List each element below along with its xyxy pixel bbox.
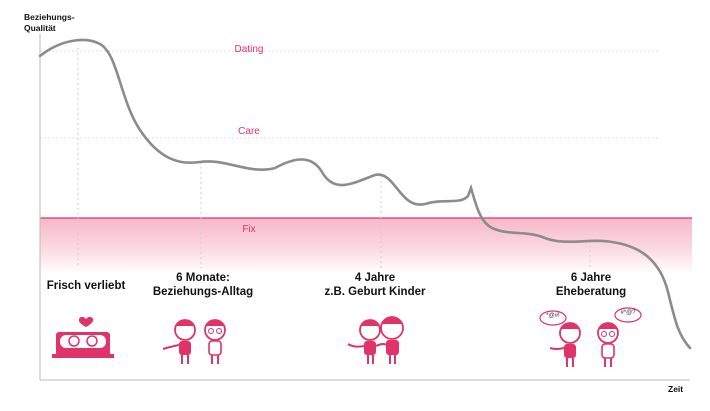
stage-2-line2: Beziehungs-Alltag	[152, 286, 254, 298]
stage-4-line2: Eheberatung	[555, 286, 627, 298]
stage-1-line1: Frisch verliebt	[46, 280, 126, 292]
zone-label-fix: Fix	[242, 224, 256, 235]
stage-4-line1: 6 Jahre	[570, 272, 612, 284]
stage-label-1: Frisch verliebt	[47, 279, 126, 293]
fix-zone-band	[40, 218, 692, 274]
stage-2-line1: 6 Monate:	[176, 272, 230, 284]
speech-bubble-right: #*@?	[620, 310, 636, 316]
speech-bubble-left: *@#!	[546, 313, 560, 319]
zone-label-care: Care	[238, 126, 260, 137]
y-axis-label-line1: Beziehungs-	[24, 12, 75, 22]
y-axis-label: Beziehungs- Qualität	[24, 12, 84, 34]
couple-arguing-icon	[539, 307, 642, 367]
zone-label-dating: Dating	[234, 44, 264, 55]
couple-hugging-icon	[347, 316, 404, 364]
stage-label-2: 6 Monate: Beziehungs-Alltag	[153, 271, 253, 299]
quality-curve	[38, 38, 692, 350]
stage-label-3: 4 Jahre z.B. Geburt Kinder	[325, 271, 426, 299]
stage-3-line2: z.B. Geburt Kinder	[324, 286, 426, 298]
x-axis-label: Zeit	[668, 384, 684, 394]
stage-label-4: 6 Jahre Eheberatung	[556, 271, 626, 299]
couple-standing-icon	[162, 319, 226, 364]
stage-3-line1: 4 Jahre	[354, 272, 396, 284]
y-axis-label-line2: Qualität	[24, 23, 56, 33]
couple-in-bed-icon	[52, 316, 114, 358]
